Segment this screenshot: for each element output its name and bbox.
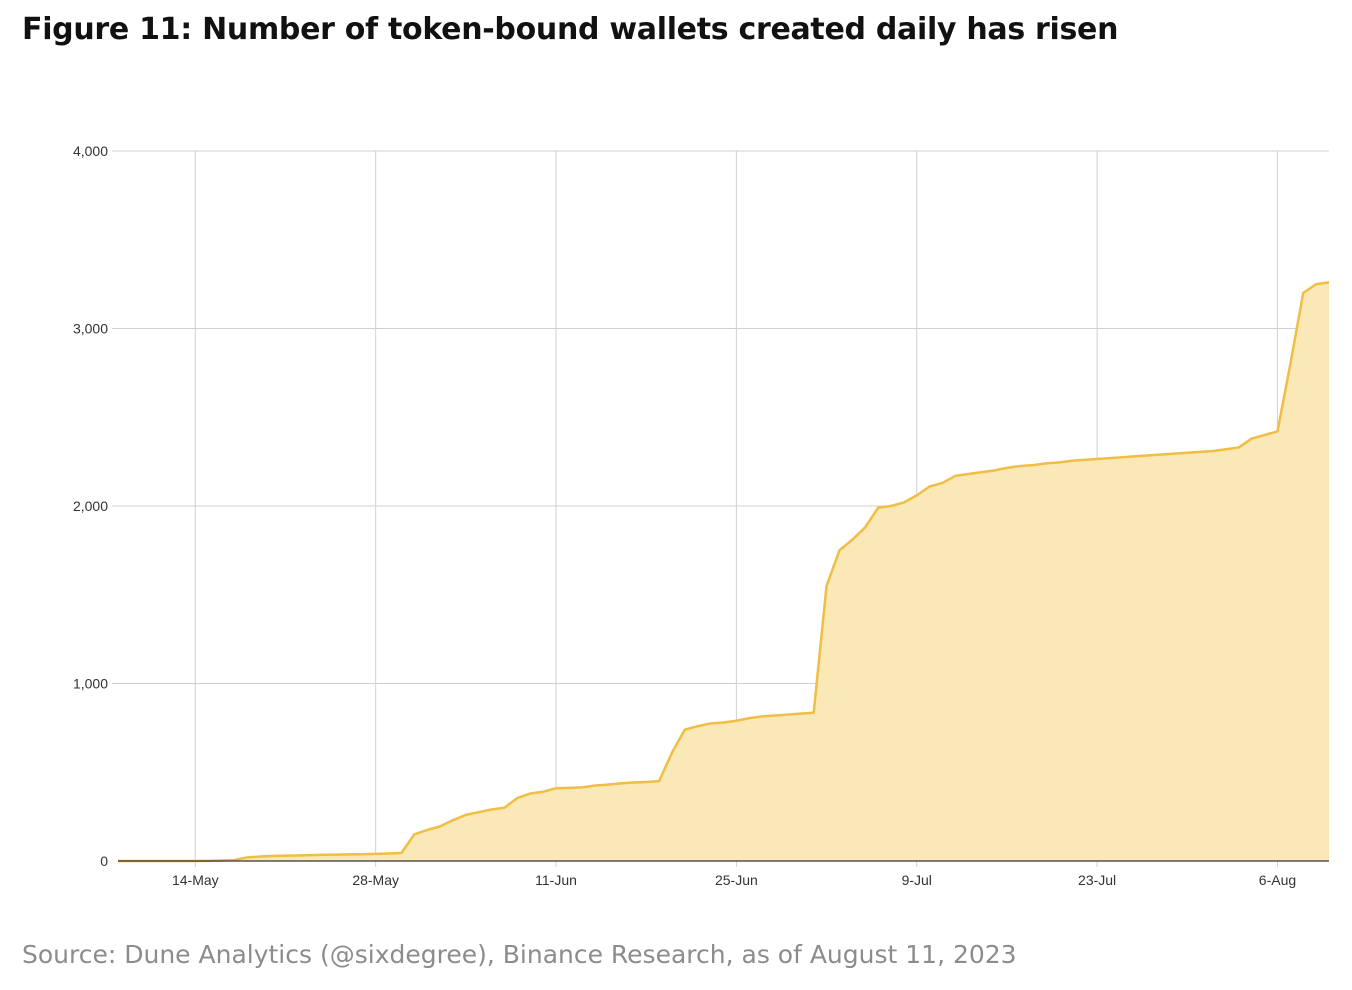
y-tick-label: 1,000 — [73, 676, 108, 692]
x-tick-label: 6-Aug — [1259, 872, 1296, 888]
y-tick-label: 2,000 — [73, 498, 108, 514]
x-tick-label: 23-Jul — [1078, 872, 1116, 888]
y-tick-label: 3,000 — [73, 321, 108, 337]
y-tick-label: 0 — [100, 853, 108, 869]
tick-labels: 0 1,000 2,000 3,000 4,000 14-May 28-May 11-Jun 2… — [73, 143, 1296, 888]
figure-title: Figure 11: Number of token-bound wallets… — [22, 12, 1119, 47]
x-tick-label: 14-May — [172, 872, 219, 888]
x-tick-label: 11-Jun — [535, 872, 577, 888]
source-note: Source: Dune Analytics (@sixdegree), Bin… — [22, 940, 1017, 969]
y-tick-label: 4,000 — [73, 143, 108, 159]
x-tick-label: 25-Jun — [715, 872, 758, 888]
x-tick-label: 28-May — [352, 872, 399, 888]
x-tick-label: 9-Jul — [902, 872, 932, 888]
series-line — [118, 281, 1330, 863]
area-fill — [118, 282, 1329, 862]
